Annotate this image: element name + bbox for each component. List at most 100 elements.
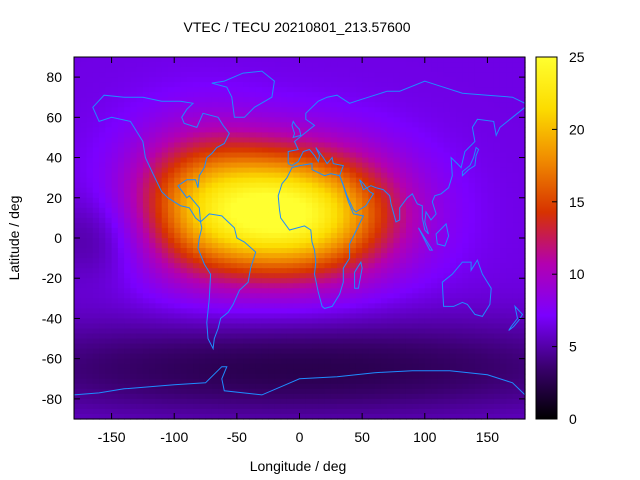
heatmap-cell xyxy=(518,142,526,149)
heatmap-cell xyxy=(424,303,432,309)
heatmap-cell xyxy=(224,132,232,139)
heatmap-cell xyxy=(474,222,482,229)
heatmap-cell xyxy=(211,378,219,385)
heatmap-cell xyxy=(142,107,150,113)
heatmap-cell xyxy=(431,202,438,209)
heatmap-cell xyxy=(318,378,326,385)
heatmap-cell xyxy=(424,187,432,194)
heatmap-cell xyxy=(374,273,382,279)
heatmap-cell xyxy=(155,313,163,320)
heatmap-cell xyxy=(412,167,420,174)
heatmap-cell xyxy=(405,253,413,259)
heatmap-cell xyxy=(111,72,119,78)
heatmap-cell xyxy=(349,232,357,239)
heatmap-cell xyxy=(418,127,426,134)
heatmap-cell xyxy=(186,137,194,144)
heatmap-cell xyxy=(299,142,307,149)
heatmap-cell xyxy=(374,112,382,118)
heatmap-cell xyxy=(249,177,257,184)
heatmap-cell xyxy=(149,142,157,149)
heatmap-cell xyxy=(293,227,301,234)
heatmap-cell xyxy=(299,232,307,239)
heatmap-cell xyxy=(186,263,194,269)
heatmap-cell xyxy=(155,403,163,410)
heatmap-cell xyxy=(199,328,207,335)
heatmap-cell xyxy=(92,137,100,144)
heatmap-cell xyxy=(412,87,420,93)
heatmap-cell xyxy=(518,318,526,325)
heatmap-cell xyxy=(80,132,88,139)
heatmap-cell xyxy=(493,157,501,164)
heatmap-cell xyxy=(355,222,363,229)
heatmap-cell xyxy=(337,333,344,340)
heatmap-cell xyxy=(362,338,369,345)
heatmap-cell xyxy=(512,278,520,284)
heatmap-cell xyxy=(86,328,94,335)
heatmap-cell xyxy=(506,338,514,345)
heatmap-cell xyxy=(424,293,432,299)
heatmap-cell xyxy=(343,373,351,380)
heatmap-cell xyxy=(305,323,313,330)
heatmap-cell xyxy=(124,388,131,395)
heatmap-cell xyxy=(174,358,182,365)
heatmap-cell xyxy=(236,363,244,370)
heatmap-cell xyxy=(186,253,194,259)
heatmap-cell xyxy=(280,172,288,179)
heatmap-cell xyxy=(142,258,150,264)
heatmap-cell xyxy=(280,197,288,204)
heatmap-cell xyxy=(243,192,250,199)
heatmap-cell xyxy=(437,253,445,259)
heatmap-cell xyxy=(312,293,319,299)
heatmap-cell xyxy=(86,77,94,83)
heatmap-cell xyxy=(255,318,263,325)
heatmap-cell xyxy=(424,353,432,360)
heatmap-cell xyxy=(186,57,194,63)
heatmap-cell xyxy=(349,238,357,244)
heatmap-cell xyxy=(286,62,294,68)
heatmap-cell xyxy=(387,338,395,345)
heatmap-cell xyxy=(261,378,269,385)
heatmap-cell xyxy=(111,122,119,128)
heatmap-cell xyxy=(105,202,113,209)
heatmap-cell xyxy=(280,152,288,159)
heatmap-cell xyxy=(236,107,244,113)
heatmap-cell xyxy=(462,273,470,279)
heatmap-cell xyxy=(468,328,476,335)
heatmap-cell xyxy=(111,263,119,269)
heatmap-cell xyxy=(374,107,382,113)
heatmap-cell xyxy=(305,232,313,239)
heatmap-cell xyxy=(318,318,326,325)
heatmap-cell xyxy=(368,117,376,123)
heatmap-cell xyxy=(211,172,219,179)
heatmap-cell xyxy=(424,263,432,269)
heatmap-cell xyxy=(437,187,445,194)
heatmap-cell xyxy=(393,67,401,73)
heatmap-cell xyxy=(412,258,420,264)
heatmap-cell xyxy=(506,92,514,98)
heatmap-cell xyxy=(218,92,225,98)
heatmap-cell xyxy=(99,363,106,370)
heatmap-cell xyxy=(318,313,326,320)
heatmap-cell xyxy=(468,127,476,134)
heatmap-cell xyxy=(255,112,263,118)
heatmap-cell xyxy=(487,373,495,380)
heatmap-cell xyxy=(155,383,163,390)
heatmap-cell xyxy=(437,197,445,204)
heatmap-cell xyxy=(274,378,282,385)
heatmap-cell xyxy=(161,162,169,169)
heatmap-cell xyxy=(393,207,401,214)
heatmap-cell xyxy=(180,373,188,380)
heatmap-cell xyxy=(481,107,489,113)
heatmap-cell xyxy=(293,177,301,184)
heatmap-cell xyxy=(180,328,188,335)
heatmap-cell xyxy=(199,127,207,134)
heatmap-cell xyxy=(111,243,119,249)
heatmap-cell xyxy=(412,227,420,234)
heatmap-cell xyxy=(211,122,219,128)
heatmap-cell xyxy=(124,318,131,325)
heatmap-cell xyxy=(437,92,445,98)
heatmap-cell xyxy=(468,62,476,68)
heatmap-cell xyxy=(261,77,269,83)
heatmap-cell xyxy=(443,92,451,98)
heatmap-cell xyxy=(462,388,470,395)
